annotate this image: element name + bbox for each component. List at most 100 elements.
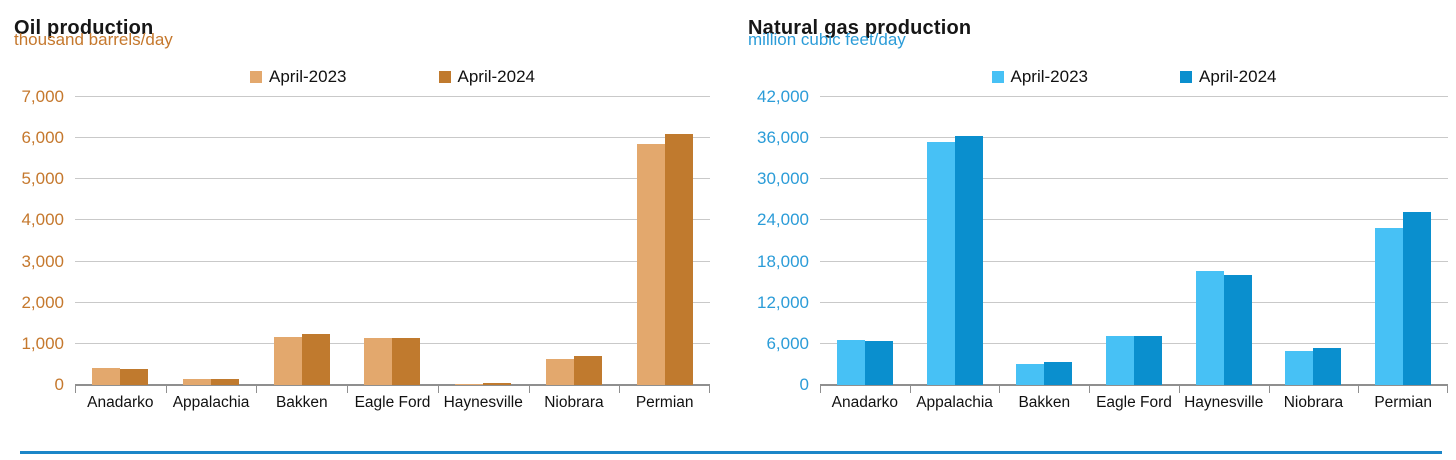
x-axis-tick <box>820 386 821 393</box>
y-tick-label: 42,000 <box>757 87 809 106</box>
bar-group <box>910 97 1000 385</box>
x-category-label: Eagle Ford <box>354 394 431 411</box>
legend: April-2023 April-2024 <box>820 67 1448 87</box>
bar-group <box>347 97 438 385</box>
bar <box>120 368 149 385</box>
bar <box>636 144 665 385</box>
bar <box>1403 212 1432 385</box>
chart-title: Oil production <box>14 17 154 40</box>
x-category-label: Haynesville <box>1184 394 1264 411</box>
bar-group <box>1358 97 1448 385</box>
plot-area <box>75 96 710 393</box>
legend-item: April-2023 <box>250 67 347 87</box>
legend-label: April-2024 <box>457 67 536 86</box>
bar <box>92 367 121 385</box>
bar <box>455 383 484 385</box>
legend-swatch-icon <box>250 71 262 83</box>
bar-group <box>75 97 166 385</box>
bar-group <box>820 97 910 385</box>
y-tick-label: 0 <box>799 375 809 394</box>
x-category-label: Appalachia <box>916 394 993 411</box>
y-tick-label: 0 <box>54 375 64 394</box>
y-tick-label: 3,000 <box>21 251 64 271</box>
legend-item: April-2023 <box>991 67 1089 87</box>
bar-group <box>999 97 1089 385</box>
gridline <box>75 178 710 180</box>
gridline <box>75 137 710 139</box>
x-axis-tick <box>909 386 911 393</box>
bar <box>1133 335 1162 385</box>
x-axis-tick <box>999 386 1001 393</box>
legend-swatch-icon <box>1180 71 1192 83</box>
bar-group <box>1179 97 1269 385</box>
x-category-label: Niobrara <box>544 394 604 411</box>
y-tick-label: 5,000 <box>21 169 64 189</box>
x-category-label: Appalachia <box>172 394 250 411</box>
x-axis-tick <box>347 386 349 393</box>
gridline <box>820 219 1448 221</box>
bar-group <box>529 97 620 385</box>
bar <box>926 141 955 385</box>
legend: April-2023 April-2024 <box>75 67 710 87</box>
x-axis-labels: Anadarko Appalachia Bakken Eagle Ford Haynes… <box>75 394 710 412</box>
gridline <box>820 301 1448 303</box>
y-tick-label: 6,000 <box>766 333 809 353</box>
x-axis-tick <box>528 386 530 393</box>
gridline <box>75 301 710 303</box>
x-category-label: Niobrara <box>1283 394 1344 411</box>
bar <box>211 378 240 385</box>
bar <box>1105 335 1134 385</box>
bar <box>183 379 212 385</box>
legend-label: April-2023 <box>1010 67 1089 86</box>
bar <box>392 338 421 385</box>
x-axis-tick <box>256 386 258 393</box>
gridline <box>75 96 710 97</box>
legend-item: April-2024 <box>1180 67 1277 87</box>
gridline <box>820 178 1448 180</box>
bar <box>1195 271 1224 385</box>
bar <box>664 133 693 385</box>
x-axis-tick <box>619 386 621 393</box>
bar-group <box>1269 97 1359 385</box>
bar <box>545 358 574 385</box>
bar-group <box>619 97 710 385</box>
y-tick-label: 12,000 <box>757 292 809 312</box>
x-category-label: Bakken <box>275 394 328 411</box>
bar <box>273 336 302 385</box>
bar <box>364 337 393 385</box>
gridline <box>820 137 1448 139</box>
x-category-label: Permian <box>1374 394 1433 411</box>
bar <box>864 341 893 385</box>
bar <box>483 383 512 385</box>
y-tick-label: 2,000 <box>21 292 64 312</box>
bar-group <box>1089 97 1179 385</box>
legend-item: April-2024 <box>438 67 536 87</box>
x-axis-tick <box>75 386 76 393</box>
bar <box>1223 274 1252 385</box>
x-category-label: Anadarko <box>831 394 899 411</box>
bar-group <box>256 97 347 385</box>
x-category-label: Anadarko <box>87 394 154 411</box>
y-tick-label: 1,000 <box>21 333 64 353</box>
y-tick-label: 24,000 <box>757 210 809 230</box>
x-axis-tick <box>709 386 710 393</box>
chart-subtitle: million cubic feet/day <box>748 30 906 49</box>
bar <box>1375 227 1404 385</box>
gridline <box>75 260 710 262</box>
legend-label: April-2024 <box>1199 67 1277 86</box>
legend-swatch-icon <box>438 71 451 83</box>
bar <box>1044 361 1073 385</box>
x-axis-tick <box>1358 386 1360 393</box>
x-category-label: Haynesville <box>443 394 523 411</box>
bar <box>836 339 865 385</box>
gridline <box>820 96 1448 97</box>
bar-group <box>438 97 529 385</box>
gridline <box>820 260 1448 262</box>
x-axis-tick <box>1178 386 1180 393</box>
bar <box>954 136 983 385</box>
natural-gas-production-chart: Natural gas production million cubic fee… <box>728 0 1456 460</box>
y-tick-label: 6,000 <box>21 128 64 148</box>
bar <box>1285 350 1314 385</box>
gridline <box>75 219 710 221</box>
bottom-divider-rule <box>20 451 1442 454</box>
